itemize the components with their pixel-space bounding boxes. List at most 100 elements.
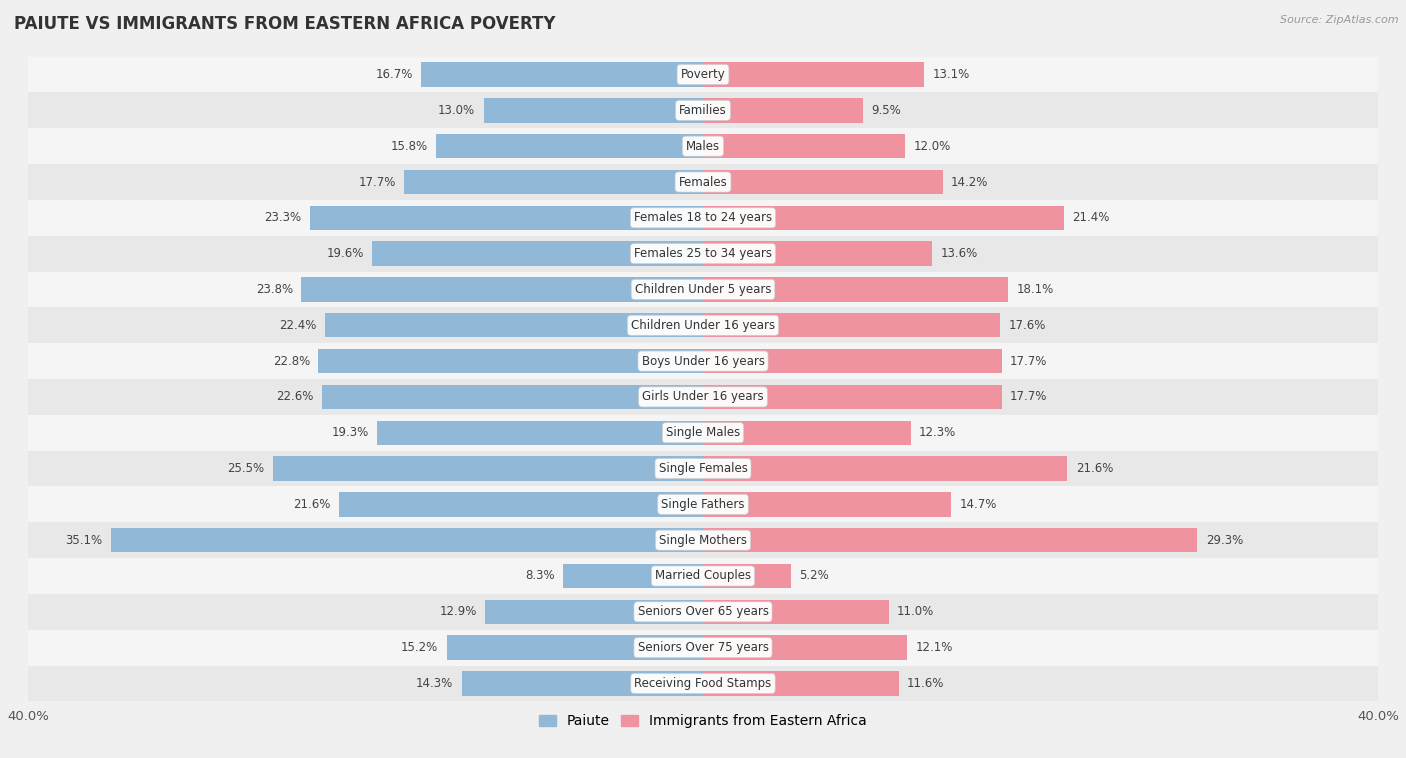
Text: 35.1%: 35.1% — [65, 534, 103, 547]
Legend: Paiute, Immigrants from Eastern Africa: Paiute, Immigrants from Eastern Africa — [534, 709, 872, 734]
Text: 22.6%: 22.6% — [276, 390, 314, 403]
Bar — [703, 635, 907, 659]
Text: PAIUTE VS IMMIGRANTS FROM EASTERN AFRICA POVERTY: PAIUTE VS IMMIGRANTS FROM EASTERN AFRICA… — [14, 15, 555, 33]
Bar — [28, 630, 1378, 666]
Text: 11.0%: 11.0% — [897, 606, 934, 619]
Bar — [703, 456, 1067, 481]
Text: 8.3%: 8.3% — [524, 569, 554, 582]
Text: 13.0%: 13.0% — [439, 104, 475, 117]
Text: 5.2%: 5.2% — [799, 569, 830, 582]
Text: Females 25 to 34 years: Females 25 to 34 years — [634, 247, 772, 260]
Bar — [322, 385, 703, 409]
Text: 11.6%: 11.6% — [907, 677, 945, 690]
Bar — [28, 128, 1378, 164]
Text: 17.7%: 17.7% — [359, 176, 396, 189]
Bar — [28, 487, 1378, 522]
Bar — [28, 666, 1378, 701]
Text: 25.5%: 25.5% — [228, 462, 264, 475]
Text: Children Under 5 years: Children Under 5 years — [634, 283, 772, 296]
Bar — [436, 134, 703, 158]
Bar — [28, 307, 1378, 343]
Text: Children Under 16 years: Children Under 16 years — [631, 319, 775, 332]
Text: 15.2%: 15.2% — [401, 641, 439, 654]
Bar — [318, 349, 703, 373]
Bar — [377, 421, 703, 445]
Bar — [703, 242, 932, 266]
Bar — [703, 62, 924, 86]
Text: 17.7%: 17.7% — [1010, 390, 1047, 403]
Text: Source: ZipAtlas.com: Source: ZipAtlas.com — [1281, 15, 1399, 25]
Text: Girls Under 16 years: Girls Under 16 years — [643, 390, 763, 403]
Text: 19.6%: 19.6% — [326, 247, 364, 260]
Bar — [28, 558, 1378, 594]
Text: Single Males: Single Males — [666, 426, 740, 439]
Text: 17.7%: 17.7% — [1010, 355, 1047, 368]
Text: 12.0%: 12.0% — [914, 139, 950, 152]
Bar — [485, 600, 703, 624]
Bar — [28, 92, 1378, 128]
Text: Seniors Over 65 years: Seniors Over 65 years — [637, 606, 769, 619]
Bar — [325, 313, 703, 337]
Text: 16.7%: 16.7% — [375, 68, 413, 81]
Bar — [111, 528, 703, 553]
Text: 21.4%: 21.4% — [1073, 211, 1109, 224]
Bar — [422, 62, 703, 86]
Bar — [405, 170, 703, 194]
Bar — [703, 205, 1064, 230]
Text: 18.1%: 18.1% — [1017, 283, 1054, 296]
Bar — [273, 456, 703, 481]
Text: Single Mothers: Single Mothers — [659, 534, 747, 547]
Text: 12.9%: 12.9% — [440, 606, 477, 619]
Bar — [373, 242, 703, 266]
Bar — [461, 672, 703, 696]
Text: 21.6%: 21.6% — [292, 498, 330, 511]
Text: 23.3%: 23.3% — [264, 211, 301, 224]
Bar — [28, 522, 1378, 558]
Text: 15.8%: 15.8% — [391, 139, 427, 152]
Text: 14.7%: 14.7% — [959, 498, 997, 511]
Text: Single Females: Single Females — [658, 462, 748, 475]
Bar — [703, 672, 898, 696]
Text: Females 18 to 24 years: Females 18 to 24 years — [634, 211, 772, 224]
Bar — [301, 277, 703, 302]
Bar — [703, 528, 1198, 553]
Text: 29.3%: 29.3% — [1206, 534, 1243, 547]
Text: 13.1%: 13.1% — [932, 68, 970, 81]
Bar — [703, 134, 905, 158]
Bar — [28, 164, 1378, 200]
Text: 13.6%: 13.6% — [941, 247, 979, 260]
Text: 22.4%: 22.4% — [280, 319, 316, 332]
Bar — [703, 277, 1008, 302]
Bar — [339, 492, 703, 516]
Text: 19.3%: 19.3% — [332, 426, 368, 439]
Bar — [562, 564, 703, 588]
Bar — [28, 343, 1378, 379]
Bar — [484, 99, 703, 123]
Text: 9.5%: 9.5% — [872, 104, 901, 117]
Bar — [703, 492, 950, 516]
Bar — [703, 99, 863, 123]
Bar — [703, 600, 889, 624]
Text: Receiving Food Stamps: Receiving Food Stamps — [634, 677, 772, 690]
Bar — [703, 313, 1000, 337]
Text: Families: Families — [679, 104, 727, 117]
Bar — [309, 205, 703, 230]
Bar — [28, 594, 1378, 630]
Bar — [447, 635, 703, 659]
Text: 12.1%: 12.1% — [915, 641, 953, 654]
Bar — [28, 57, 1378, 92]
Text: 17.6%: 17.6% — [1008, 319, 1046, 332]
Text: Males: Males — [686, 139, 720, 152]
Text: Seniors Over 75 years: Seniors Over 75 years — [637, 641, 769, 654]
Text: 21.6%: 21.6% — [1076, 462, 1114, 475]
Bar — [28, 236, 1378, 271]
Text: Poverty: Poverty — [681, 68, 725, 81]
Bar — [28, 379, 1378, 415]
Text: Boys Under 16 years: Boys Under 16 years — [641, 355, 765, 368]
Bar — [703, 349, 1001, 373]
Text: Single Fathers: Single Fathers — [661, 498, 745, 511]
Bar — [703, 170, 942, 194]
Bar — [28, 415, 1378, 451]
Bar — [28, 451, 1378, 487]
Text: 14.3%: 14.3% — [416, 677, 453, 690]
